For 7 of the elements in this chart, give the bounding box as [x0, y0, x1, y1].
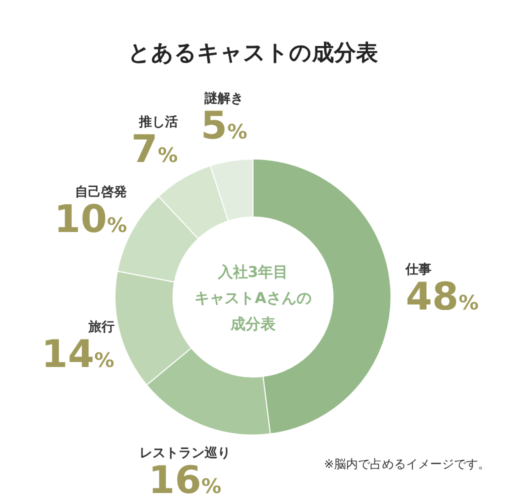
chart-title: とあるキャストの成分表: [128, 41, 378, 66]
slice-label: 謎解き: [204, 90, 244, 106]
text: ※脳内で占めるイメージです。: [324, 457, 490, 471]
text: 成分表: [230, 315, 276, 333]
text: キャストAさんの: [194, 289, 312, 307]
text: 入社3年目: [216, 263, 288, 281]
slice-label: 自己啓発: [75, 184, 128, 200]
